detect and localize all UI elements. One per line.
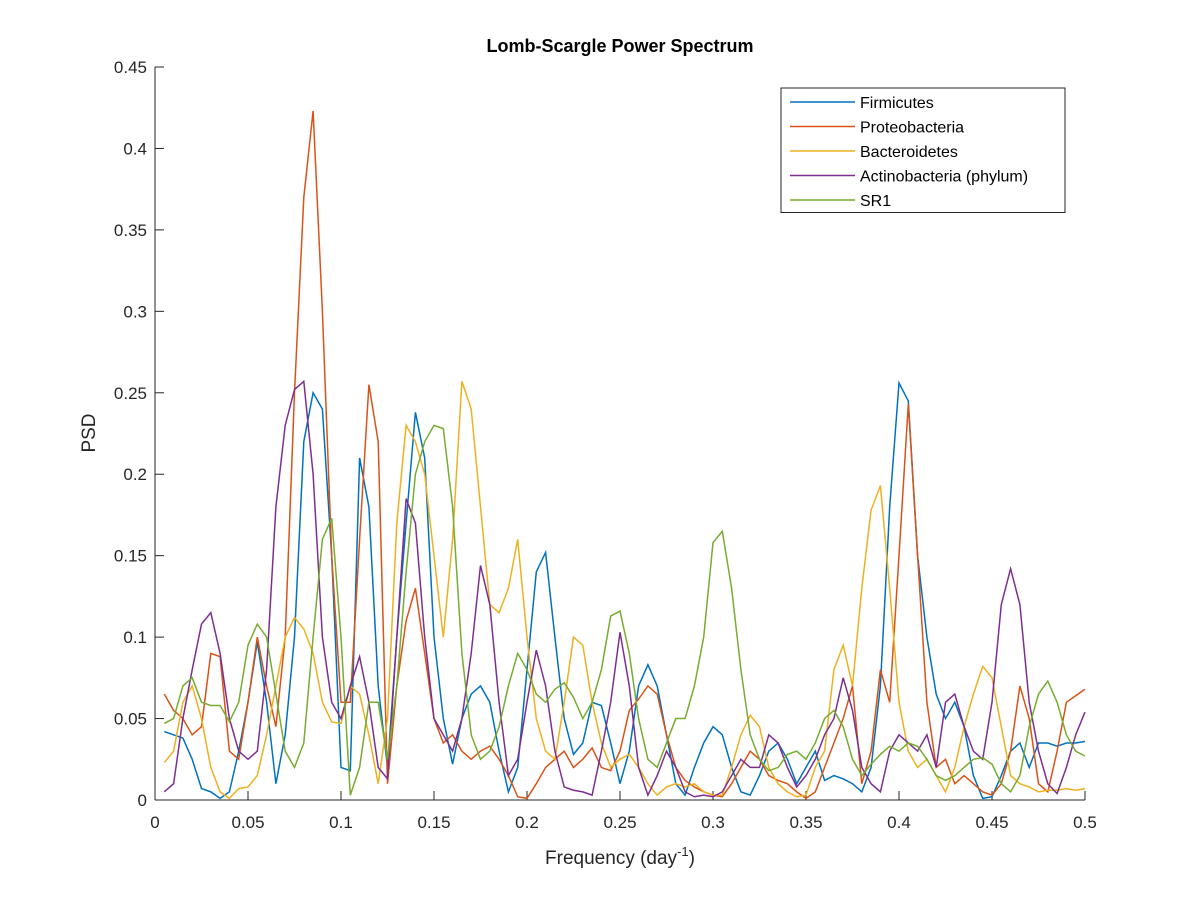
series-line [163,424,1086,796]
x-axis-label-sup: -1 [677,844,689,859]
y-tick-label: 0.4 [123,139,147,158]
x-axis-label-end: ) [689,848,695,869]
y-tick-label: 0 [138,791,147,810]
x-axis-label: Frequency (day-1) [545,844,695,869]
x-tick-label: 0.35 [789,813,822,832]
legend-label: Proteobacteria [860,120,964,137]
series-line [163,379,1086,798]
x-tick-label: 0.45 [975,813,1008,832]
x-axis-label-text: Frequency (day [545,848,678,869]
x-tick-label: 0.05 [231,813,264,832]
x-tick-label: 0.5 [1073,813,1097,832]
chart-title: Lomb-Scargle Power Spectrum [486,36,753,56]
x-tick-label: 0 [150,813,159,832]
legend-label: Bacteroidetes [860,144,958,161]
y-tick-label: 0.1 [123,628,147,647]
series-line [164,380,1086,800]
y-tick-label: 0.25 [114,384,147,403]
legend-label: Actinobacteria (phylum) [860,169,1028,186]
y-tick-label: 0.45 [114,58,147,77]
y-tick-label: 0.2 [123,465,147,484]
y-tick-label: 0.15 [114,547,147,566]
y-tick-label: 0.3 [123,302,147,321]
legend: Firmicutes Proteobacteria Bacteroidetes Act… [780,87,1066,213]
y-tick-label: 0.35 [114,221,147,240]
series-line [163,110,1086,800]
x-tick-label: 0.2 [515,813,539,832]
x-tick-label: 0.4 [887,813,911,832]
legend-label: Firmicutes [860,95,934,112]
legend-label: SR1 [860,193,891,210]
x-tick-label: 0.1 [329,813,353,832]
y-tick-label: 0.05 [114,710,147,729]
x-tick-label: 0.15 [417,813,450,832]
y-axis-label: PSD [79,413,100,452]
x-tick-label: 0.25 [603,813,636,832]
x-tick-label: 0.3 [701,813,725,832]
